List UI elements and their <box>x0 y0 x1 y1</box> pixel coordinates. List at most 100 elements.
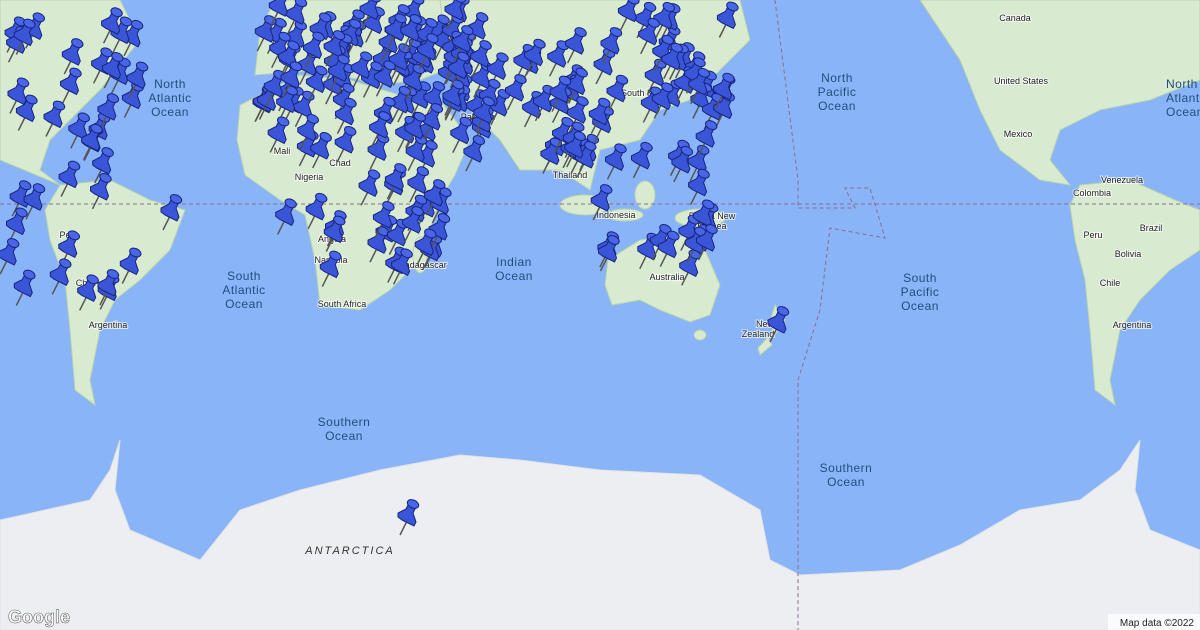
pin[interactable] <box>43 99 66 137</box>
pin[interactable] <box>92 146 115 184</box>
pin[interactable] <box>369 110 392 148</box>
pin[interactable] <box>61 37 84 75</box>
pin[interactable] <box>267 115 290 153</box>
pin[interactable] <box>359 0 382 29</box>
pin[interactable] <box>90 172 113 210</box>
pin[interactable] <box>126 60 149 98</box>
pin[interactable] <box>444 0 467 30</box>
pin[interactable] <box>657 229 680 267</box>
pin[interactable] <box>423 178 446 216</box>
pin[interactable] <box>81 123 104 161</box>
pin[interactable] <box>297 113 320 151</box>
pin[interactable] <box>574 140 597 178</box>
pin[interactable] <box>280 60 303 98</box>
pin[interactable] <box>631 141 654 179</box>
pin[interactable] <box>391 247 414 285</box>
pin[interactable] <box>651 81 674 119</box>
pin[interactable] <box>695 119 718 157</box>
pin[interactable] <box>323 29 346 67</box>
pin[interactable] <box>358 168 381 206</box>
pin[interactable] <box>15 93 38 131</box>
pin[interactable] <box>303 30 326 68</box>
pin[interactable] <box>328 53 351 91</box>
pin[interactable] <box>285 0 308 34</box>
pin[interactable] <box>13 268 36 306</box>
pin[interactable] <box>160 193 183 231</box>
pin[interactable] <box>684 225 707 263</box>
pin[interactable] <box>450 116 473 154</box>
pin[interactable] <box>13 17 36 55</box>
pin[interactable] <box>310 131 333 169</box>
pin[interactable] <box>505 73 528 111</box>
pin[interactable] <box>323 214 346 252</box>
pin[interactable] <box>385 12 408 50</box>
pin[interactable] <box>549 74 572 112</box>
pin[interactable] <box>564 130 587 168</box>
pin[interactable] <box>638 17 661 55</box>
pin[interactable] <box>605 142 628 180</box>
pin[interactable] <box>414 227 437 265</box>
pin[interactable] <box>671 145 694 183</box>
pin[interactable] <box>58 229 81 267</box>
pin[interactable] <box>606 74 629 112</box>
pin[interactable] <box>77 273 100 311</box>
pin[interactable] <box>524 38 547 76</box>
pin[interactable] <box>372 200 395 238</box>
pin[interactable] <box>598 234 621 272</box>
pin[interactable] <box>23 182 46 220</box>
pin[interactable] <box>402 205 425 243</box>
pin[interactable] <box>110 15 133 53</box>
pin[interactable] <box>565 26 588 64</box>
pin[interactable] <box>590 183 613 221</box>
pin[interactable] <box>470 39 493 77</box>
pin[interactable] <box>60 66 83 104</box>
pin[interactable] <box>276 84 299 122</box>
pin[interactable] <box>566 66 589 104</box>
pin[interactable] <box>600 26 623 64</box>
pin[interactable] <box>49 257 72 295</box>
pin[interactable] <box>0 237 20 275</box>
pin[interactable] <box>275 197 298 235</box>
pin[interactable] <box>335 97 358 135</box>
pin[interactable] <box>473 95 496 133</box>
pin[interactable] <box>463 134 486 172</box>
pin[interactable] <box>696 223 719 261</box>
pin[interactable] <box>97 268 120 306</box>
pin[interactable] <box>374 59 397 97</box>
pin[interactable] <box>361 60 384 98</box>
pin[interactable] <box>533 84 556 122</box>
pin[interactable] <box>716 0 739 38</box>
pin[interactable] <box>404 111 427 149</box>
pin[interactable] <box>488 88 511 126</box>
pin[interactable] <box>617 0 640 31</box>
pin[interactable] <box>305 192 328 230</box>
pin[interactable] <box>305 64 328 102</box>
pin[interactable] <box>767 305 790 343</box>
pin[interactable] <box>400 13 423 51</box>
pin[interactable] <box>367 132 390 170</box>
pin[interactable] <box>101 6 124 44</box>
pin[interactable] <box>403 63 426 101</box>
pin[interactable] <box>7 76 30 114</box>
pin[interactable] <box>713 72 736 110</box>
pin[interactable] <box>101 51 124 89</box>
pin[interactable] <box>451 24 474 62</box>
pin[interactable] <box>688 67 711 105</box>
pin[interactable] <box>384 162 407 200</box>
pin[interactable] <box>68 111 91 149</box>
pin[interactable] <box>350 50 373 88</box>
pin[interactable] <box>421 102 444 140</box>
pin[interactable] <box>397 498 420 536</box>
pin[interactable] <box>334 125 357 163</box>
pin[interactable] <box>319 249 342 287</box>
pin[interactable] <box>588 97 611 135</box>
pin[interactable] <box>417 32 440 70</box>
pin[interactable] <box>688 168 711 206</box>
pin[interactable] <box>661 42 684 80</box>
pin[interactable] <box>407 165 430 203</box>
pin[interactable] <box>119 246 142 284</box>
pin[interactable] <box>58 159 81 197</box>
pin[interactable] <box>447 50 470 88</box>
pin[interactable] <box>268 0 291 26</box>
